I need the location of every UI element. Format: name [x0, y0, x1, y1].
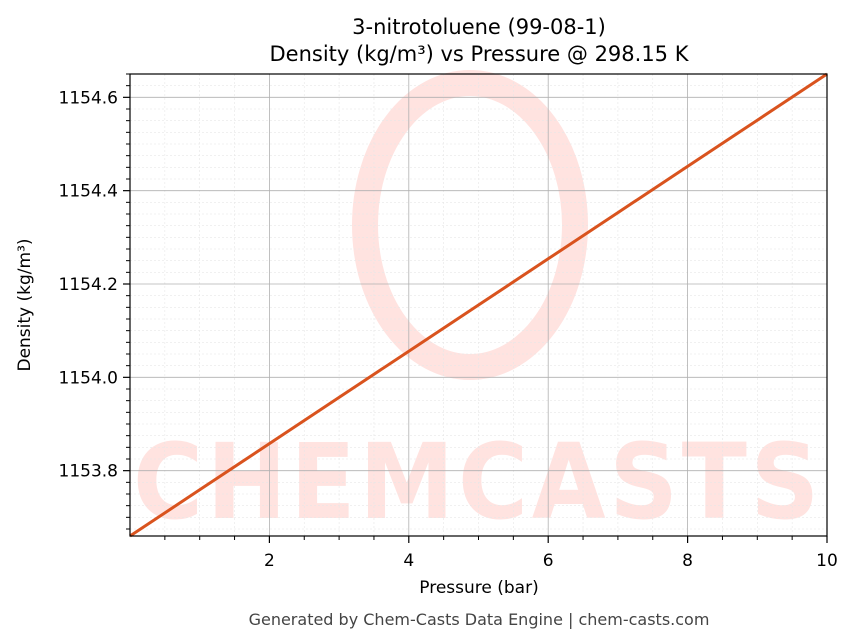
watermark-swirl: [352, 70, 588, 380]
minor-grid: [130, 73, 827, 536]
y-tick-labels: 1153.8 1154.0 1154.2 1154.4 1154.6: [59, 88, 118, 481]
y-axis-label: Density (kg/m³): [15, 238, 35, 371]
y-tick-label: 1154.2: [59, 275, 118, 295]
y-tick-label: 1153.8: [59, 462, 118, 482]
axis-ticks: [123, 73, 828, 543]
series-layer: [129, 72, 828, 538]
series-line: [129, 72, 828, 538]
x-tick-label: 10: [816, 551, 838, 571]
x-tick-label: 8: [682, 551, 693, 571]
watermark: CHEMCASTS: [133, 70, 823, 543]
chart-subtitle: Density (kg/m³) vs Pressure @ 298.15 K: [269, 42, 689, 66]
y-tick-label: 1154.0: [59, 368, 118, 388]
y-tick-label: 1154.6: [59, 88, 118, 108]
x-tick-label: 6: [543, 551, 554, 571]
x-axis-label: Pressure (bar): [419, 578, 538, 598]
x-tick-labels: 2 4 6 8 10: [264, 551, 838, 571]
footer-credit: Generated by Chem-Casts Data Engine | ch…: [249, 610, 710, 629]
y-tick-label: 1154.4: [59, 182, 118, 202]
chart-title: 3-nitrotoluene (99-08-1): [352, 15, 606, 39]
x-tick-label: 2: [264, 551, 275, 571]
watermark-text: CHEMCASTS: [133, 421, 823, 543]
x-tick-label: 4: [403, 551, 414, 571]
